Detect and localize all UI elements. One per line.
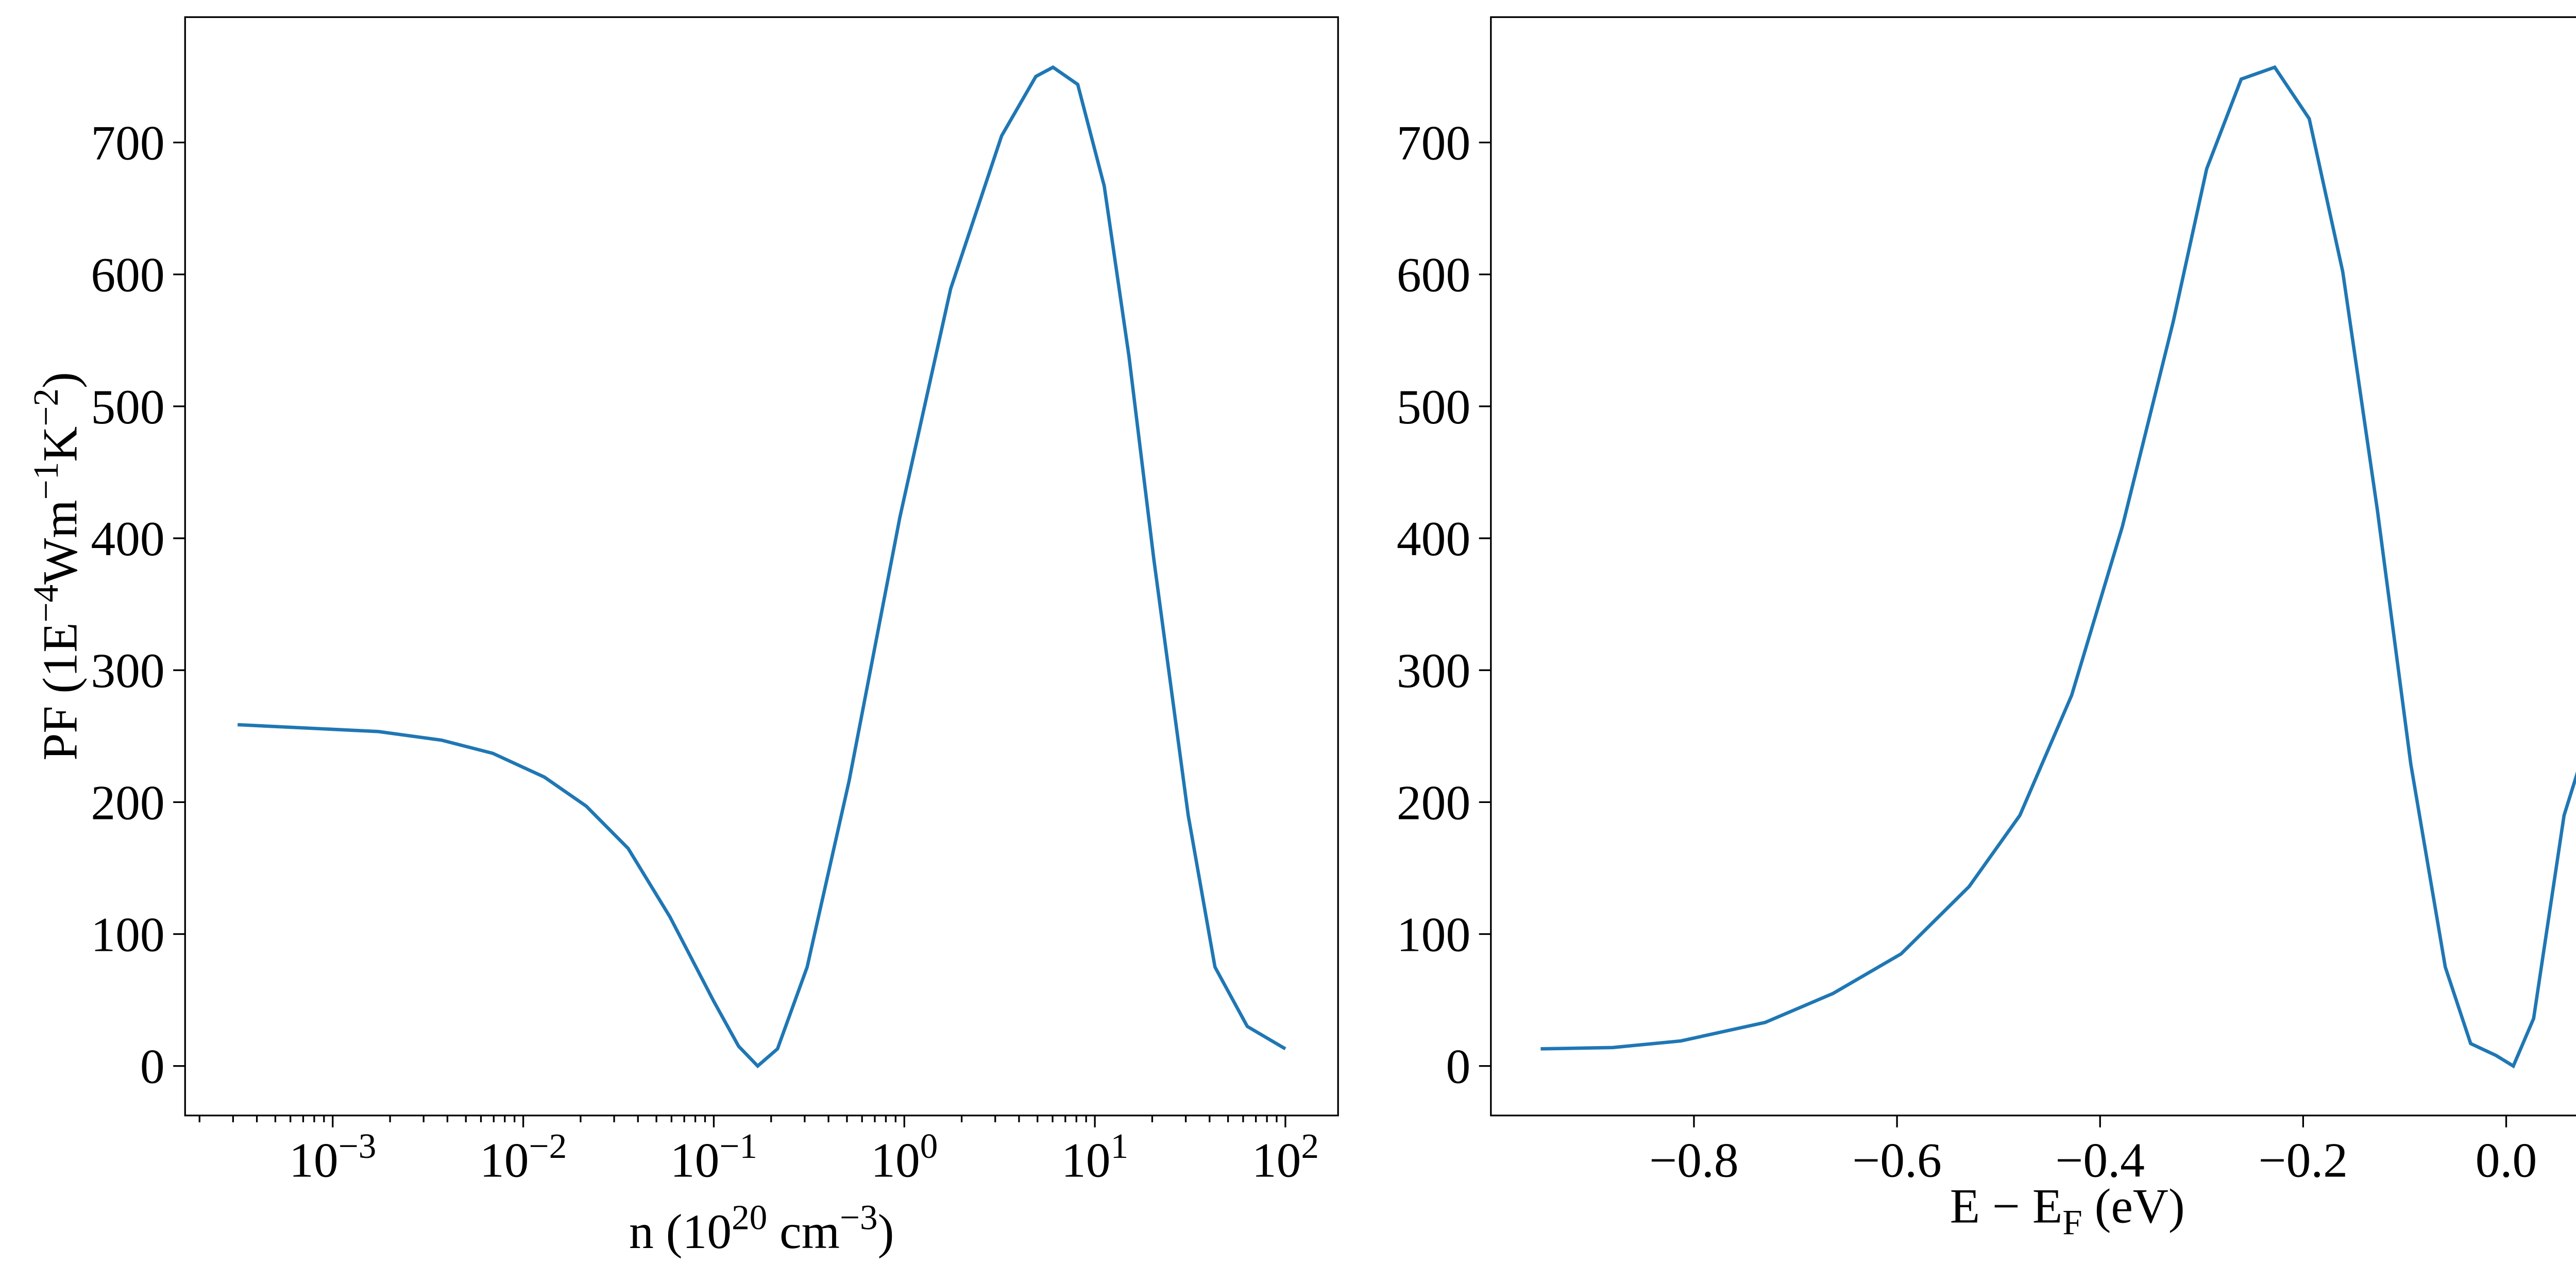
tick-exponent: 0	[920, 1126, 938, 1166]
tick-exponent: −1	[719, 1126, 757, 1166]
x-tick-label: 10−1	[670, 1126, 757, 1187]
y-tick-label: 100	[91, 907, 164, 962]
label-part: )	[878, 1204, 894, 1259]
tick-base: −0.8	[1649, 1133, 1738, 1187]
x-tick-label: −0.6	[1852, 1133, 1941, 1187]
y-tick-label: 500	[1397, 380, 1470, 434]
data-line	[1540, 65, 2576, 1069]
y-tick-label: 100	[1397, 907, 1470, 962]
data-line	[238, 65, 1286, 1069]
label-part: −2	[26, 388, 65, 426]
tick-base: 10	[480, 1133, 529, 1187]
label-part: −4	[26, 585, 65, 623]
y-tick-label: 700	[1397, 116, 1470, 170]
x-tick-label: 0.0	[2476, 1133, 2537, 1187]
label-part: )	[32, 372, 87, 388]
x-tick-label: −0.4	[2056, 1133, 2145, 1187]
label-part: K	[32, 426, 87, 462]
tick-exponent: 1	[1111, 1126, 1129, 1166]
label-part: −1	[26, 462, 65, 500]
tick-base: 10	[1061, 1133, 1111, 1187]
tick-base: 0.0	[2476, 1133, 2537, 1187]
label-part: (eV)	[2082, 1178, 2185, 1233]
x-tick-label: 101	[1061, 1126, 1128, 1187]
label-part: n (10	[629, 1204, 732, 1259]
y-tick-label: 200	[1397, 775, 1470, 830]
y-tick-label: 400	[91, 511, 164, 566]
tick-base: −0.6	[1852, 1133, 1941, 1187]
plot-frame	[1490, 16, 2576, 1117]
y-tick-label: 300	[91, 643, 164, 698]
y-tick-label: 0	[1446, 1039, 1470, 1094]
tick-base: −0.2	[2259, 1133, 2348, 1187]
tick-base: 10	[670, 1133, 720, 1187]
y-tick-label: 500	[91, 380, 164, 434]
y-axis-label: PF (1E−4Wm−1K−2)	[26, 372, 87, 761]
tick-base: 10	[871, 1133, 920, 1187]
label-part: E − E	[1950, 1178, 2062, 1233]
y-tick-label: 300	[1397, 643, 1470, 698]
tick-exponent: 2	[1301, 1126, 1319, 1166]
x-tick-label: 102	[1252, 1126, 1319, 1187]
label-part: Wm	[32, 500, 87, 585]
label-part: 20	[732, 1198, 767, 1237]
x-axis-label: E − EF (eV)	[1950, 1178, 2185, 1242]
x-tick-label: 100	[871, 1126, 938, 1187]
label-part: F	[2062, 1202, 2082, 1242]
x-tick-label: −0.8	[1649, 1133, 1738, 1187]
y-tick-label: 700	[91, 116, 164, 170]
tick-exponent: −3	[338, 1126, 377, 1166]
x-tick-label: 10−2	[480, 1126, 567, 1187]
x-tick-label: 10−3	[289, 1126, 376, 1187]
tick-base: −0.4	[2056, 1133, 2145, 1187]
plot-frame	[184, 16, 1339, 1117]
label-part: PF (1E	[32, 623, 87, 761]
y-tick-label: 600	[1397, 248, 1470, 302]
label-part: cm	[767, 1204, 840, 1259]
y-tick-label: 600	[91, 248, 164, 302]
x-tick-label: −0.2	[2259, 1133, 2348, 1187]
y-tick-label: 0	[140, 1039, 165, 1094]
tick-exponent: −2	[529, 1126, 567, 1166]
y-tick-label: 400	[1397, 511, 1470, 566]
tick-base: 10	[1252, 1133, 1301, 1187]
label-part: −3	[840, 1198, 878, 1237]
x-axis-label: n (1020 cm−3)	[629, 1198, 894, 1259]
tick-base: 10	[289, 1133, 338, 1187]
y-tick-label: 200	[91, 775, 164, 830]
